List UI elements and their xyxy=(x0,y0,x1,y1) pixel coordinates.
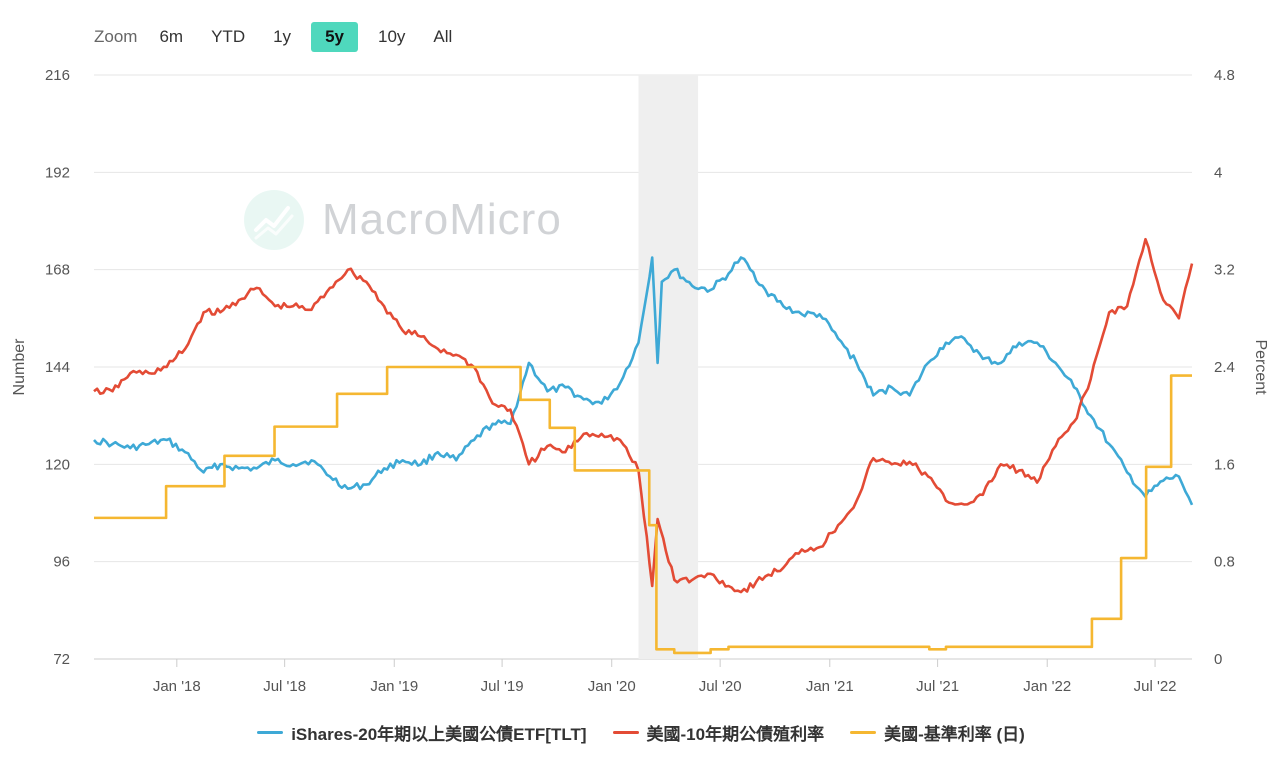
left-axis-tick: 96 xyxy=(53,554,70,571)
legend-swatch-tlt xyxy=(257,731,284,734)
left-axis-title: Number xyxy=(11,338,28,396)
watermark: MacroMicro xyxy=(242,188,562,252)
zoom-6m-button[interactable]: 6m xyxy=(159,27,184,46)
x-axis-tick: Jan '21 xyxy=(806,678,854,695)
legend-item-10y-yield[interactable]: 美國-10年期公債殖利率 xyxy=(612,720,825,745)
zoom-all-button[interactable]: All xyxy=(433,27,453,46)
legend-swatch-fed-rate xyxy=(850,731,877,734)
zoom-1y-button[interactable]: 1y xyxy=(273,27,292,46)
right-axis-tick: 4 xyxy=(1214,164,1222,181)
series-line-1 xyxy=(93,237,1194,594)
x-axis-tick: Jan '18 xyxy=(153,678,201,695)
x-axis-tick: Jul '21 xyxy=(916,678,959,695)
series-line-2 xyxy=(94,365,1192,655)
shaded-region xyxy=(638,75,699,659)
legend-label-fed-rate: 美國-基準利率 (日) xyxy=(884,725,1025,744)
legend-label-tlt: iShares-20年期以上美國公債ETF[TLT] xyxy=(291,725,587,744)
right-axis-tick: 0 xyxy=(1214,651,1222,668)
x-axis-tick: Jan '19 xyxy=(370,678,418,695)
right-axis-tick: 2.4 xyxy=(1214,359,1235,376)
x-axis-tick: Jul '18 xyxy=(263,678,306,695)
macromicro-logo-icon xyxy=(244,190,304,250)
zoom-10y-button[interactable]: 10y xyxy=(377,27,406,46)
zoom-label: Zoom xyxy=(94,27,138,46)
legend-item-tlt[interactable]: iShares-20年期以上美國公債ETF[TLT] xyxy=(257,720,587,745)
zoom-5y-button[interactable]: 5y xyxy=(311,22,358,52)
left-axis-tick: 168 xyxy=(45,262,70,279)
right-axis-tick: 3.2 xyxy=(1214,262,1235,279)
right-axis-tick: 0.8 xyxy=(1214,554,1235,571)
legend-item-fed-rate[interactable]: 美國-基準利率 (日) xyxy=(850,720,1025,745)
left-axis-tick: 144 xyxy=(45,359,70,376)
series-line-0 xyxy=(93,256,1194,506)
x-axis-tick: Jul '20 xyxy=(699,678,742,695)
zoom-bar: Zoom 6m YTD 1y 5y 10y All xyxy=(86,22,472,52)
x-axis-tick: Jul '22 xyxy=(1134,678,1177,695)
x-axis-tick: Jan '20 xyxy=(588,678,636,695)
legend-swatch-10y-yield xyxy=(612,731,639,734)
right-axis-tick: 1.6 xyxy=(1214,456,1235,473)
left-axis-tick: 216 xyxy=(45,67,70,84)
legend: iShares-20年期以上美國公債ETF[TLT] 美國-10年期公債殖利率 … xyxy=(0,720,1282,745)
right-axis-tick: 4.8 xyxy=(1214,67,1235,84)
x-axis-tick: Jan '22 xyxy=(1023,678,1071,695)
zoom-ytd-button[interactable]: YTD xyxy=(211,27,246,46)
legend-label-10y-yield: 美國-10年期公債殖利率 xyxy=(646,725,825,744)
right-axis-title: Percent xyxy=(1252,339,1269,395)
watermark-text: MacroMicro xyxy=(322,195,562,244)
left-axis-tick: 120 xyxy=(45,456,70,473)
left-axis-tick: 192 xyxy=(45,164,70,181)
left-axis-tick: 72 xyxy=(53,651,70,668)
x-axis-tick: Jul '19 xyxy=(481,678,524,695)
